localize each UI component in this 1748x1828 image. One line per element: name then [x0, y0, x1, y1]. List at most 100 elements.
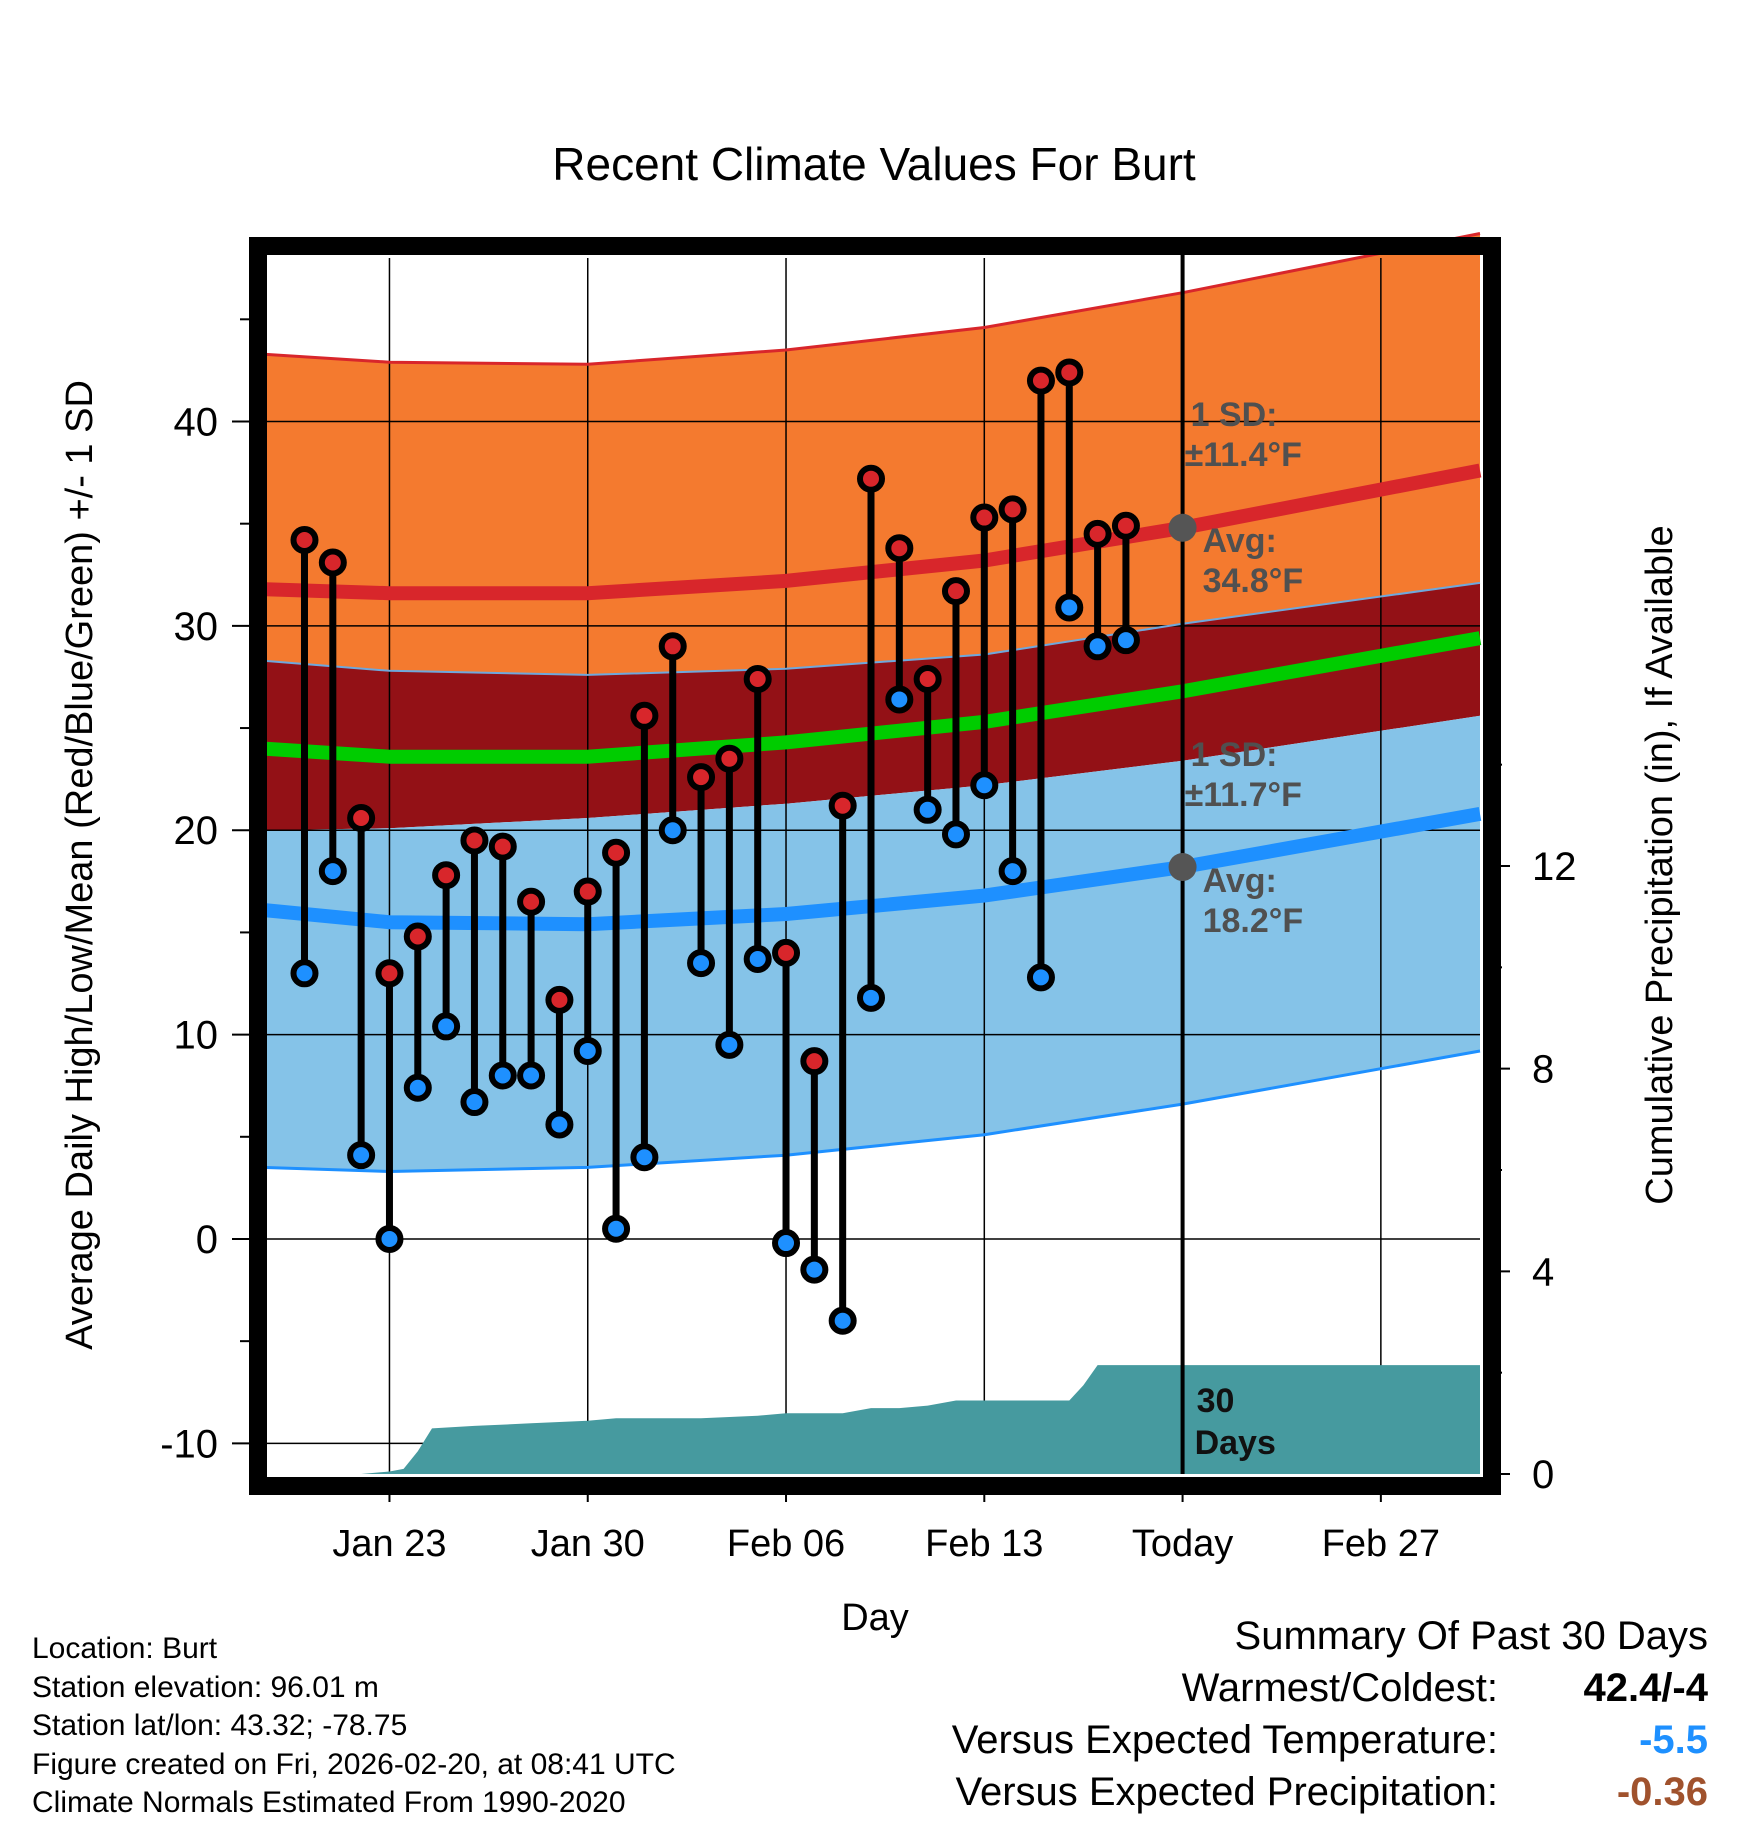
daily-low-point: [318, 857, 347, 886]
daily-low-point: [630, 1143, 659, 1172]
daily-high-point: [290, 526, 319, 555]
daily-low-point: [998, 857, 1027, 886]
low-avg-label: Avg:: [1203, 862, 1277, 900]
y2-axis-label: Cumulative Precipitation (in), If Availa…: [1639, 525, 1681, 1204]
daily-low-point: [687, 949, 716, 978]
summary-precip-row: Versus Expected Precipitation: -0.36: [952, 1766, 1708, 1818]
daily-high-point: [772, 938, 801, 967]
daily-low-point: [857, 983, 885, 1012]
warm-cold-label: Warmest/Coldest:: [1181, 1666, 1498, 1710]
daily-high-point: [318, 548, 347, 577]
y-tick-label: 40: [174, 400, 219, 444]
daily-high-point: [1083, 519, 1112, 548]
daily-low-point: [488, 1061, 517, 1090]
daily-low-point: [403, 1073, 432, 1102]
elevation-text: Station elevation: 96.01 m: [32, 1670, 379, 1704]
daily-low-point: [1055, 593, 1084, 622]
low-avg-value: 18.2°F: [1203, 902, 1304, 940]
summary-title: Summary Of Past 30 Days: [1234, 1614, 1708, 1658]
daily-low-point: [1083, 632, 1112, 661]
daily-high-point: [403, 922, 432, 951]
daily-high-point: [970, 503, 999, 532]
daily-high-point: [1111, 511, 1140, 540]
y-tick-label: 10: [174, 1014, 219, 1058]
daily-low-point: [941, 820, 970, 849]
temp-label: Versus Expected Temperature:: [951, 1718, 1498, 1762]
latlon-text: Station lat/lon: 43.32; -78.75: [32, 1709, 408, 1742]
precip-label: Versus Expected Precipitation:: [955, 1770, 1498, 1814]
temp-value: -5.5: [1639, 1718, 1708, 1762]
high-sd-label: 1 SD:: [1191, 396, 1278, 434]
x-tick-label: Feb 06: [727, 1523, 845, 1565]
x-tick-label: Jan 23: [332, 1523, 446, 1565]
daily-low-point: [602, 1214, 631, 1243]
daily-high-point: [658, 632, 687, 661]
summary-temp-row: Versus Expected Temperature: -5.5: [952, 1714, 1708, 1766]
high-avg-value: 34.8°F: [1203, 562, 1304, 600]
warm-cold-value: 42.4/-4: [1583, 1666, 1708, 1710]
daily-low-point: [743, 944, 772, 973]
daily-low-point: [290, 959, 319, 988]
y-tick-label: -10: [160, 1422, 218, 1466]
location-text: Location: Burt: [32, 1632, 218, 1665]
daily-high-point: [743, 665, 772, 694]
station-info: Location: Burt Station elevation: 96.01 …: [32, 1630, 676, 1823]
daily-low-point: [375, 1224, 404, 1253]
precip-days-label: Days: [1195, 1424, 1276, 1462]
high-sd-band: [262, 233, 1480, 675]
daily-high-point: [800, 1047, 829, 1076]
daily-high-point: [687, 763, 716, 792]
daily-high-point: [941, 577, 970, 606]
y2-tick-label: 12: [1532, 845, 1577, 889]
x-tick-label: Jan 30: [531, 1523, 645, 1565]
x-tick-label: Feb 27: [1322, 1523, 1440, 1565]
low-sd-label: 1 SD:: [1191, 736, 1278, 774]
y-tick-label: 0: [196, 1218, 218, 1262]
daily-low-point: [1111, 626, 1140, 655]
y-axis-label: Average Daily High/Low/Mean (Red/Blue/Gr…: [59, 380, 101, 1350]
daily-low-point: [460, 1088, 489, 1117]
daily-high-point: [517, 887, 546, 916]
daily-high-point: [488, 832, 517, 861]
low-sd-value: ±11.7°F: [1185, 776, 1302, 814]
daily-low-point: [885, 685, 914, 714]
precip-value: -0.36: [1616, 1770, 1708, 1814]
daily-low-point: [913, 795, 942, 824]
daily-high-point: [375, 959, 404, 988]
daily-high-point: [347, 803, 376, 832]
y2-tick-label: 0: [1532, 1453, 1554, 1497]
daily-low-point: [432, 1012, 461, 1041]
daily-high-point: [1055, 358, 1084, 387]
daily-low-point: [658, 816, 687, 845]
daily-low-point: [715, 1030, 744, 1059]
y2-tick-label: 8: [1532, 1048, 1554, 1092]
summary-warm-cold-row: Warmest/Coldest: 42.4/-4: [952, 1662, 1708, 1714]
daily-high-point: [1026, 366, 1055, 395]
daily-high-point: [913, 665, 942, 694]
x-tick-label: Today: [1132, 1523, 1233, 1565]
daily-low-point: [970, 771, 999, 800]
daily-low-point: [347, 1141, 376, 1170]
y-tick-label: 20: [174, 809, 219, 853]
daily-low-point: [573, 1036, 602, 1065]
daily-high-point: [602, 838, 631, 867]
daily-low-point: [1026, 963, 1055, 992]
summary-panel: Summary Of Past 30 Days Warmest/Coldest:…: [952, 1610, 1708, 1818]
chart-title: Recent Climate Values For Burt: [552, 138, 1196, 190]
daily-high-point: [828, 791, 857, 820]
x-axis-label: Day: [841, 1597, 909, 1639]
precip-days-number: 30: [1197, 1382, 1235, 1420]
precip-area: [262, 1365, 1480, 1474]
daily-low-point: [828, 1306, 857, 1335]
daily-high-point: [857, 464, 885, 493]
daily-high-point: [715, 744, 744, 773]
y2-tick-label: 4: [1532, 1250, 1554, 1294]
daily-high-point: [460, 826, 489, 855]
created-text: Figure created on Fri, 2026-02-20, at 08…: [32, 1747, 676, 1781]
daily-high-point: [545, 985, 574, 1014]
today-low-avg-point: [1168, 853, 1197, 882]
daily-high-point: [998, 495, 1027, 524]
daily-high-point: [432, 861, 461, 890]
daily-low-point: [800, 1255, 829, 1284]
